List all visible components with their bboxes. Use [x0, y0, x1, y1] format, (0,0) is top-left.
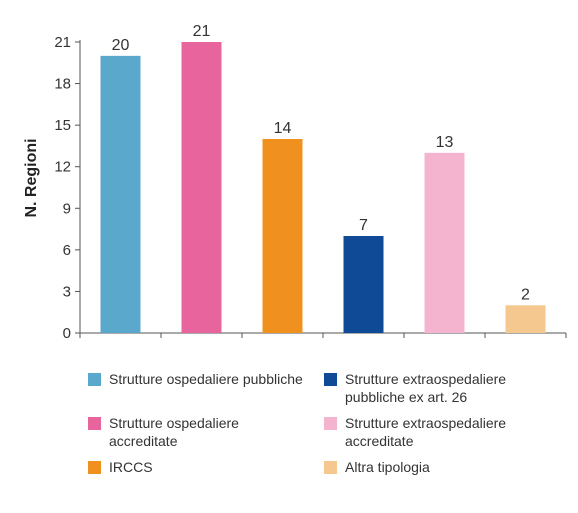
legend-item: Strutture extraospedaliere accreditate [324, 414, 560, 452]
bar-layer [100, 42, 546, 333]
legend-label: Strutture ospedaliere pubbliche [109, 371, 303, 387]
bar-value-label: 21 [193, 23, 211, 40]
legend-label: Strutture extraospedaliere accreditate [345, 415, 507, 449]
legend-label: Altra tipologia [345, 459, 430, 475]
legend-swatch [88, 417, 101, 430]
y-tick-label: 6 [63, 242, 71, 259]
legend-swatch [88, 373, 101, 386]
y-tick-label: 3 [63, 283, 71, 300]
bar-value-label: 2 [521, 286, 530, 303]
bar-value-label: 20 [112, 37, 130, 54]
legend: Strutture ospedaliere pubbliche Struttur… [88, 370, 568, 480]
bar [424, 152, 465, 333]
legend-label: IRCCS [109, 459, 153, 475]
legend-item: Strutture extraospedaliere pubbliche ex … [324, 370, 560, 408]
y-tick-label: 15 [54, 117, 71, 134]
legend-swatch [88, 461, 101, 474]
bar-value-label: 13 [436, 134, 454, 151]
legend-item: Strutture ospedaliere pubbliche [88, 370, 324, 408]
legend-item: Strutture ospedaliere accreditate [88, 414, 324, 452]
y-axis-title: N. Regioni [23, 138, 40, 217]
legend-label: Strutture extraospedaliere pubbliche ex … [345, 371, 507, 405]
bar-value-label: 14 [274, 120, 292, 137]
legend-swatch [324, 461, 337, 474]
legend-swatch [324, 373, 337, 386]
axis-layer: 0 3 6 9 12 15 18 21 [54, 34, 567, 342]
legend-swatch [324, 417, 337, 430]
y-tick-label: 18 [54, 76, 71, 93]
label-layer: 20 21 14 7 13 2 [112, 23, 530, 303]
legend-item: IRCCS [88, 458, 324, 480]
bar [505, 305, 546, 333]
legend-label: Strutture ospedaliere accreditate [109, 415, 239, 449]
bar [343, 236, 384, 333]
y-tick-label: 0 [63, 325, 71, 342]
bar [181, 42, 222, 333]
y-tick-label: 21 [54, 34, 71, 51]
bar [100, 55, 141, 333]
bar-value-label: 7 [359, 217, 368, 234]
y-tick-label: 12 [54, 159, 71, 176]
bar [262, 139, 303, 333]
legend-item: Altra tipologia [324, 458, 560, 480]
y-tick-label: 9 [63, 200, 71, 217]
